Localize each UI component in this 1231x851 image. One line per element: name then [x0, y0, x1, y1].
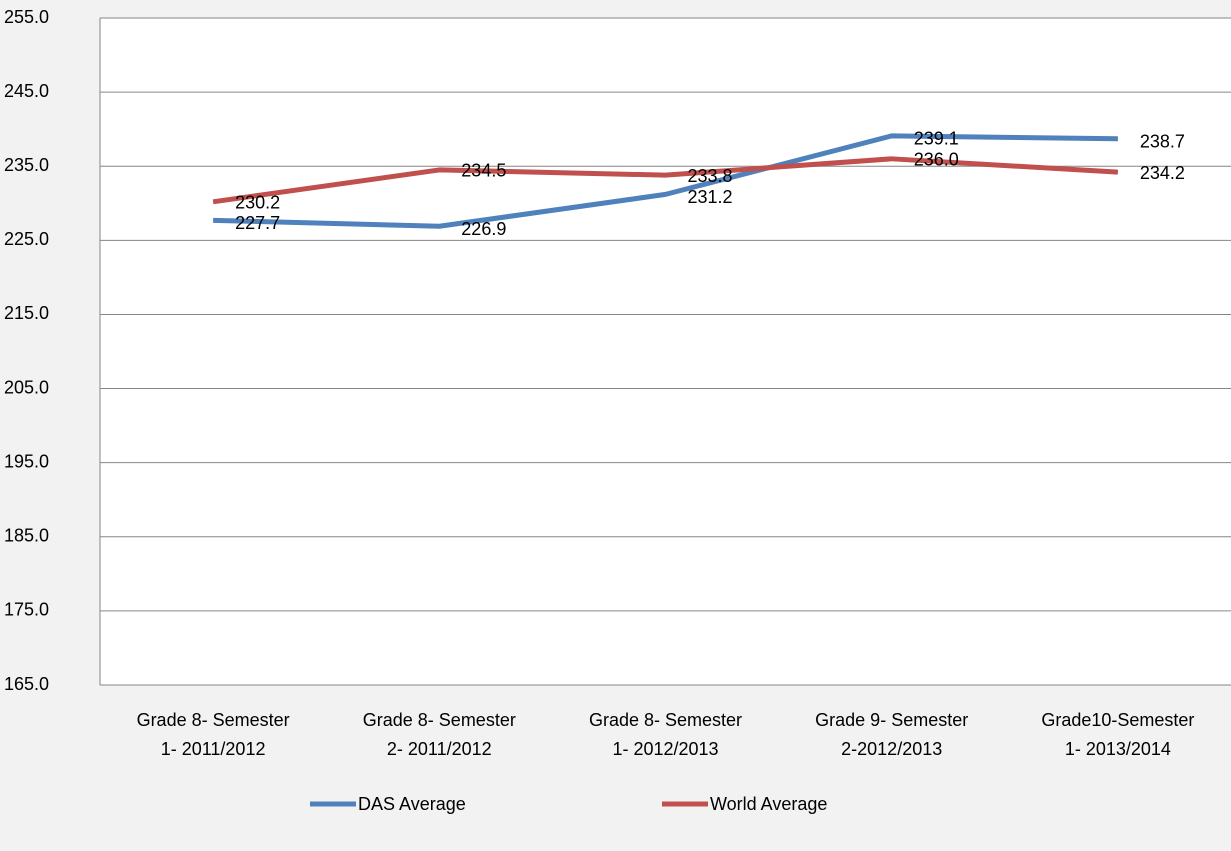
data-label: 226.9: [461, 219, 506, 239]
y-tick-label: 215.0: [4, 303, 49, 323]
x-tick-label: Grade10-Semester 1- 2013/2014: [1041, 710, 1195, 759]
legend-label: World Average: [710, 794, 827, 814]
y-tick-label: 175.0: [4, 600, 49, 620]
y-tick-label: 235.0: [4, 155, 49, 175]
y-tick-label: 195.0: [4, 451, 49, 471]
y-tick-label: 245.0: [4, 81, 49, 101]
data-label: 236.0: [914, 150, 959, 170]
x-tick-label: Grade 9- Semester 2-2012/2013: [815, 710, 969, 759]
data-label: 227.7: [235, 213, 280, 233]
x-tick-label: Grade 8- Semester 2- 2011/2012: [362, 710, 516, 759]
data-label: 230.2: [235, 193, 280, 213]
data-label: 234.5: [461, 161, 506, 181]
legend-label: DAS Average: [358, 794, 466, 814]
x-tick-label: Grade 8- Semester 1- 2011/2012: [136, 710, 290, 759]
data-label: 234.2: [1140, 163, 1185, 183]
y-tick-label: 185.0: [4, 526, 49, 546]
y-tick-label: 205.0: [4, 377, 49, 397]
y-tick-label: 225.0: [4, 229, 49, 249]
line: [213, 133, 1118, 229]
y-tick-label: 255.0: [4, 7, 49, 27]
plot-area: [100, 18, 1231, 685]
x-tick-label: Grade 8- Semester 1- 2012/2013: [588, 710, 743, 759]
line: [212, 156, 1119, 205]
data-label: 239.1: [914, 129, 959, 149]
data-label: 238.7: [1140, 132, 1185, 152]
y-tick-label: 165.0: [4, 674, 49, 694]
data-label: 231.2: [688, 187, 733, 207]
data-label: 233.8: [688, 166, 733, 186]
